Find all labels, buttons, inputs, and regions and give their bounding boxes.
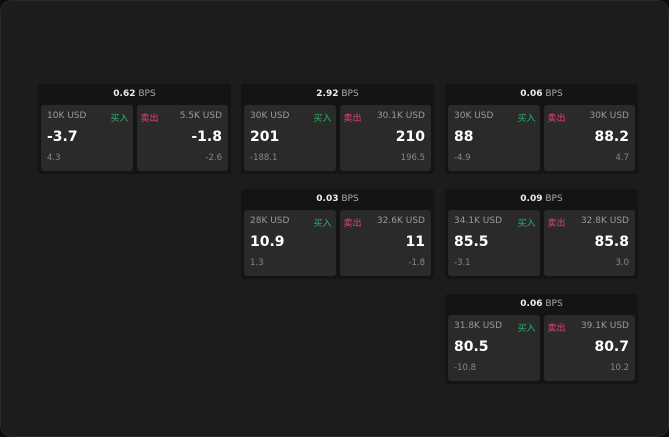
- ask-size: 30K USD: [589, 111, 629, 121]
- ask-size: 30.1K USD: [376, 111, 425, 121]
- ask-size: 5.5K USD: [179, 111, 222, 121]
- sell-label: 卖出: [343, 114, 362, 124]
- ask-price: -1.8: [191, 129, 222, 145]
- buy-panel[interactable]: 31.8K USD 买入 80.5 -10.8: [448, 315, 540, 381]
- spread-unit: BPS: [138, 89, 156, 99]
- buy-panel[interactable]: 34.1K USD 买入 85.5 -3.1: [448, 210, 540, 276]
- buy-label: 买入: [517, 324, 536, 334]
- buy-label: 买入: [517, 114, 536, 124]
- bid-size: 34.1K USD: [454, 216, 503, 226]
- bid-price: -3.7: [47, 129, 78, 145]
- bid-change: 4.3: [47, 153, 61, 163]
- bid-price: 201: [250, 129, 280, 145]
- spread-value: 0.62: [113, 89, 136, 99]
- spread-header: 0.62 BPS: [38, 84, 231, 105]
- buy-label: 买入: [313, 219, 332, 229]
- quote-card: 0.06 BPS 31.8K USD 买入 80.5 -10.8 39.1K U…: [445, 294, 638, 384]
- bid-price: 88: [454, 129, 474, 145]
- spread-value: 0.06: [520, 89, 543, 99]
- ask-price: 85.8: [594, 234, 629, 250]
- sell-panel[interactable]: 30K USD 卖出 88.2 4.7: [543, 105, 635, 171]
- ask-change: 4.7: [615, 153, 629, 163]
- ask-price: 210: [395, 129, 425, 145]
- sell-label: 卖出: [140, 114, 159, 124]
- ask-size: 32.6K USD: [376, 216, 425, 226]
- sell-label: 卖出: [547, 114, 566, 124]
- spread-header: 0.09 BPS: [445, 189, 638, 210]
- bid-size: 30K USD: [454, 111, 494, 121]
- buy-panel[interactable]: 30K USD 买入 88 -4.9: [448, 105, 540, 171]
- bid-change: -188.1: [250, 153, 278, 163]
- ask-price: 88.2: [594, 129, 629, 145]
- sell-panel[interactable]: 32.8K USD 卖出 85.8 3.0: [543, 210, 635, 276]
- quote-card: 0.06 BPS 30K USD 买入 88 -4.9 30K USD 卖出 8…: [445, 84, 638, 174]
- bid-price: 80.5: [454, 339, 489, 355]
- bid-price: 10.9: [250, 234, 285, 250]
- spread-unit: BPS: [545, 194, 563, 204]
- ask-change: 10.2: [610, 363, 629, 373]
- buy-label: 买入: [313, 114, 332, 124]
- buy-label: 买入: [110, 114, 129, 124]
- quote-card: 2.92 BPS 30K USD 买入 201 -188.1 30.1K USD…: [241, 84, 434, 174]
- spread-header: 0.03 BPS: [241, 189, 434, 210]
- ask-size: 32.8K USD: [580, 216, 629, 226]
- bid-size: 30K USD: [250, 111, 290, 121]
- spread-value: 0.06: [520, 299, 543, 309]
- bid-change: -10.8: [454, 363, 476, 373]
- spread-header: 0.06 BPS: [445, 294, 638, 315]
- spread-header: 2.92 BPS: [241, 84, 434, 105]
- bid-change: -4.9: [454, 153, 471, 163]
- sell-panel[interactable]: 5.5K USD 卖出 -1.8 -2.6: [136, 105, 228, 171]
- sell-label: 卖出: [343, 219, 362, 229]
- bid-price: 85.5: [454, 234, 489, 250]
- spread-unit: BPS: [545, 299, 563, 309]
- sell-panel[interactable]: 39.1K USD 卖出 80.7 10.2: [543, 315, 635, 381]
- ask-change: 196.5: [400, 153, 425, 163]
- quote-card: 0.03 BPS 28K USD 买入 10.9 1.3 32.6K USD 卖…: [241, 189, 434, 279]
- spread-unit: BPS: [341, 89, 359, 99]
- spread-value: 0.03: [316, 194, 339, 204]
- bid-change: 1.3: [250, 258, 264, 268]
- spread-unit: BPS: [545, 89, 563, 99]
- sell-label: 卖出: [547, 219, 566, 229]
- ask-change: 3.0: [615, 258, 629, 268]
- bid-size: 31.8K USD: [454, 321, 503, 331]
- sell-label: 卖出: [547, 324, 566, 334]
- bid-change: -3.1: [454, 258, 471, 268]
- spread-header: 0.06 BPS: [445, 84, 638, 105]
- buy-panel[interactable]: 10K USD 买入 -3.7 4.3: [41, 105, 133, 171]
- spread-unit: BPS: [341, 194, 359, 204]
- quote-card: 0.09 BPS 34.1K USD 买入 85.5 -3.1 32.8K US…: [445, 189, 638, 279]
- sell-panel[interactable]: 32.6K USD 卖出 11 -1.8: [339, 210, 431, 276]
- spread-value: 0.09: [520, 194, 543, 204]
- ask-price: 80.7: [594, 339, 629, 355]
- sell-panel[interactable]: 30.1K USD 卖出 210 196.5: [339, 105, 431, 171]
- ask-change: -2.6: [205, 153, 222, 163]
- quote-card: 0.62 BPS 10K USD 买入 -3.7 4.3 5.5K USD 卖出…: [38, 84, 231, 174]
- spread-value: 2.92: [316, 89, 339, 99]
- bid-size: 10K USD: [47, 111, 87, 121]
- buy-panel[interactable]: 30K USD 买入 201 -188.1: [244, 105, 336, 171]
- ask-price: 11: [405, 234, 425, 250]
- bid-size: 28K USD: [250, 216, 290, 226]
- buy-panel[interactable]: 28K USD 买入 10.9 1.3: [244, 210, 336, 276]
- ask-size: 39.1K USD: [580, 321, 629, 331]
- buy-label: 买入: [517, 219, 536, 229]
- ask-change: -1.8: [408, 258, 425, 268]
